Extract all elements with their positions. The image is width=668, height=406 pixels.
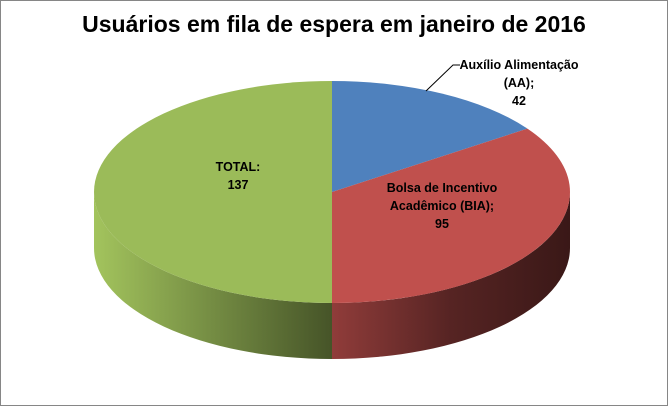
data-label-0: Auxílio Alimentação bbox=[459, 58, 578, 72]
pie-slice-1[interactable] bbox=[332, 128, 570, 303]
data-label-1: 95 bbox=[435, 217, 449, 231]
pie-side-1 bbox=[332, 192, 570, 359]
chart-title: Usuários em fila de espera em janeiro de… bbox=[82, 11, 586, 37]
data-label-2: 137 bbox=[228, 178, 249, 192]
leader-line bbox=[425, 64, 460, 92]
data-label-2: TOTAL: bbox=[216, 160, 261, 174]
data-label-1: Bolsa de Incentivo bbox=[387, 181, 498, 195]
pie-side-2 bbox=[94, 192, 332, 359]
data-label-0: (AA); bbox=[504, 76, 535, 90]
data-label-1: Acadêmico (BIA); bbox=[390, 199, 494, 213]
pie-slice-2[interactable] bbox=[94, 81, 332, 303]
pie-slice-0[interactable] bbox=[332, 81, 528, 192]
data-label-0: 42 bbox=[512, 94, 526, 108]
